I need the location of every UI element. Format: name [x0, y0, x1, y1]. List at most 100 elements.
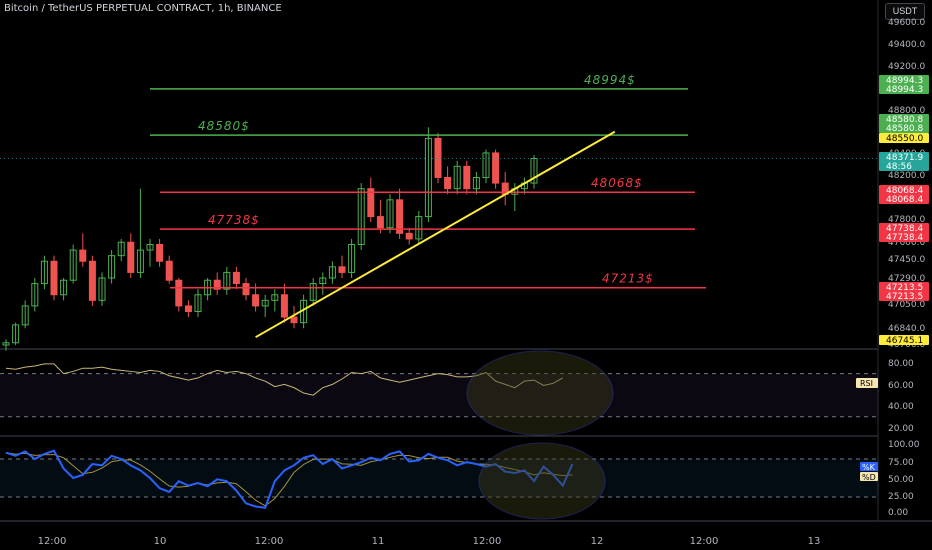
price-badge-label: 48580.8 — [886, 115, 923, 125]
candle-body — [482, 152, 490, 178]
candle-body — [492, 152, 500, 184]
candle-body — [60, 279, 68, 296]
candle-body — [338, 266, 346, 273]
candle-body — [184, 305, 192, 312]
candle-body — [79, 249, 87, 262]
price-badge-label: 48068.4 — [886, 186, 923, 196]
candle-body — [357, 188, 365, 246]
candle-body — [127, 241, 135, 273]
time-axis: 12:00 10 12:00 11 12:00 12 12:00 13 — [38, 536, 821, 547]
level-label: 48994$ — [584, 73, 636, 87]
currency-button[interactable]: USDT — [885, 3, 925, 20]
rsi-badge — [856, 378, 878, 388]
candle-body — [434, 137, 442, 179]
price-badge-label: 47738.4 — [886, 224, 923, 234]
price-badge-label: 48550.0 — [886, 134, 923, 144]
level-label: 48580$ — [198, 119, 250, 133]
price-tick-label: 47450.0 — [888, 255, 925, 265]
rsi-tick-label: 80.00 — [888, 359, 914, 369]
candle-body — [156, 244, 164, 262]
candle-body — [309, 283, 317, 301]
stoch-highlight-circle — [478, 442, 606, 520]
candle-body — [98, 277, 106, 301]
price-tick-label: 48200.0 — [888, 171, 925, 181]
candle-body — [424, 137, 432, 218]
price-tick-label: 49600.0 — [888, 18, 925, 28]
time-tick-label: 12:00 — [255, 536, 284, 547]
rsi-line — [5, 363, 564, 396]
candle-body — [2, 342, 10, 346]
candle-body — [69, 249, 77, 281]
price-tick-label: 48800.0 — [888, 106, 925, 116]
candle-body — [463, 165, 471, 190]
rsi-band — [0, 373, 878, 417]
candle-body — [280, 294, 288, 318]
candle-body — [367, 188, 375, 218]
candle-body — [405, 232, 413, 240]
price-badge — [879, 194, 929, 204]
price-badge-label: 47738.4 — [886, 233, 923, 243]
candle-body — [108, 255, 116, 279]
price-badge-label: 48994.3 — [886, 85, 923, 95]
candle-body — [261, 299, 269, 307]
rsi-tick-label: 20.00 — [888, 424, 914, 434]
price-pane: 48994$ 48580$ 48068$ 47738$ 47213$ — [0, 0, 932, 522]
price-badge — [879, 185, 929, 195]
stoch-tick-label: 0.00 — [888, 508, 908, 518]
time-tick-label: 12:00 — [690, 536, 719, 547]
price-badge-label: 48371.9 — [886, 153, 923, 163]
rsi-label: RSI — [860, 379, 873, 388]
stoch-rsi-pane: 100.00 75.00 50.00 25.00 0.00 %K%D — [0, 440, 920, 520]
candle-body — [396, 199, 404, 234]
price-badge — [879, 335, 929, 345]
candle-body — [444, 177, 452, 190]
trendline — [255, 130, 616, 339]
candle-body — [386, 199, 394, 229]
price-badge-label: 48068.4 — [886, 195, 923, 205]
level-label: 47738$ — [208, 213, 260, 227]
stoch-k-badge — [860, 462, 878, 471]
candle-body — [348, 244, 356, 273]
candle-body — [271, 294, 279, 301]
candle-body — [453, 165, 461, 190]
price-tick-label: 49200.0 — [888, 62, 925, 72]
stoch-d-label: %D — [862, 473, 876, 482]
candle-body — [415, 216, 423, 240]
candle-body — [252, 294, 260, 307]
price-badge — [879, 114, 929, 124]
price-badge — [879, 133, 929, 143]
candle-body — [117, 241, 125, 257]
price-badge — [879, 291, 929, 301]
price-badge — [879, 84, 929, 94]
price-badge — [879, 223, 929, 233]
stoch-k-label: %K — [862, 463, 876, 472]
stoch-d-badge — [860, 472, 878, 481]
stoch-tick-label: 25.00 — [888, 492, 914, 502]
price-tick-label: 47800.0 — [888, 215, 925, 225]
candle-body — [328, 266, 336, 279]
price-badge — [879, 75, 929, 85]
price-badge — [879, 161, 929, 171]
stoch-tick-label: 75.00 — [888, 458, 914, 468]
candle-body — [232, 271, 240, 285]
candle-body — [31, 283, 39, 307]
candle-body — [146, 244, 154, 251]
price-tick-label: 47290.0 — [888, 274, 925, 284]
price-tick-label: 47050.0 — [888, 300, 925, 310]
price-badge — [879, 282, 929, 292]
price-badge-label: 48580.8 — [886, 124, 923, 134]
candle-body — [376, 216, 384, 229]
candle-body — [223, 271, 231, 290]
time-tick-label: 12:00 — [38, 536, 67, 547]
time-tick-label: 13 — [808, 536, 821, 547]
candle-body — [40, 260, 48, 285]
candle-body — [472, 177, 480, 190]
price-tick-label: 49400.0 — [888, 40, 925, 50]
stoch-tick-label: 50.00 — [888, 475, 914, 485]
stoch-k-line — [5, 449, 574, 509]
candle-body — [319, 277, 327, 285]
price-badge-label: 46745.1 — [886, 336, 923, 346]
candle-body — [50, 260, 58, 296]
candle-body — [165, 260, 173, 281]
